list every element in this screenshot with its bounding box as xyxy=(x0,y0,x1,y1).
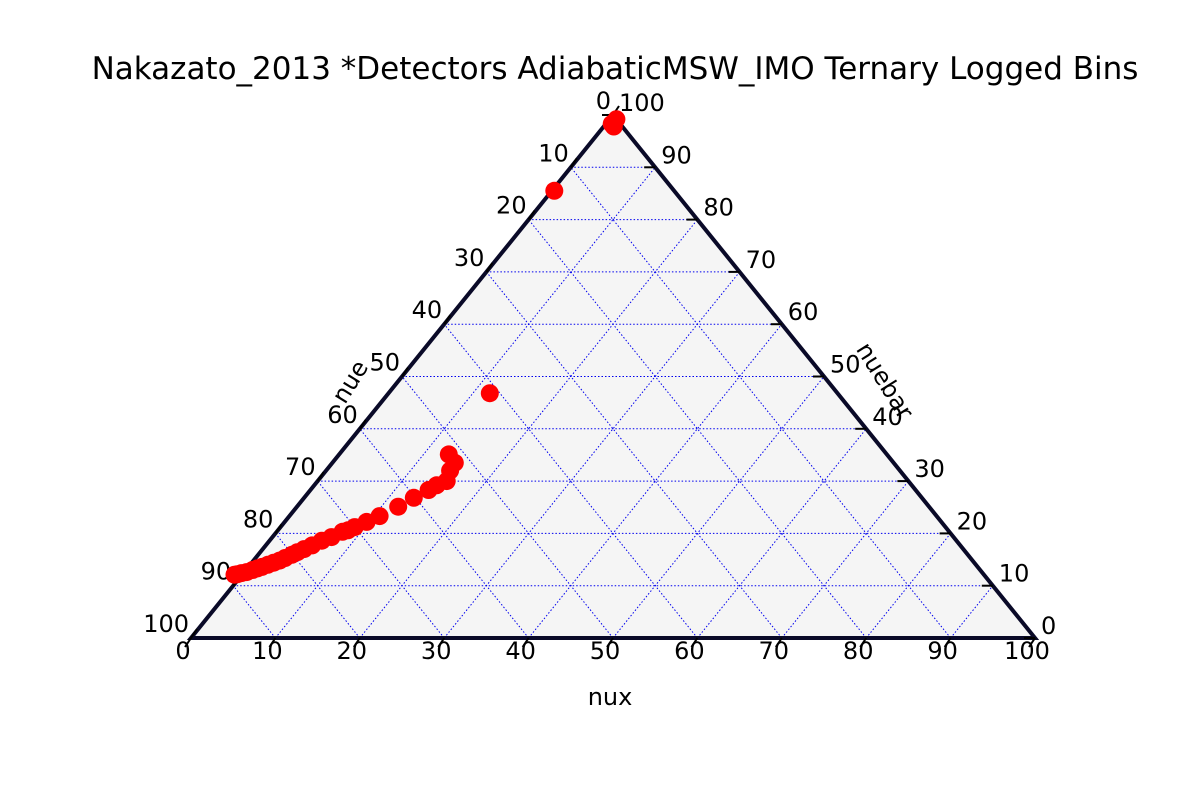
left-tick xyxy=(485,262,494,273)
grid-line xyxy=(275,166,656,639)
left-tick xyxy=(527,210,536,221)
grid-line xyxy=(486,271,783,639)
bottom-tick xyxy=(774,637,783,648)
left-tick-label: 30 xyxy=(454,244,485,272)
right-tick-label: 30 xyxy=(914,455,945,483)
data-point xyxy=(225,565,244,584)
grid-line xyxy=(317,480,445,639)
grid-line xyxy=(443,271,740,639)
bottom-tick xyxy=(606,637,614,648)
right-tick-label: 0 xyxy=(1041,612,1056,640)
right-tick-label: 50 xyxy=(830,351,861,379)
bottom-tick xyxy=(521,637,530,648)
bottom-tick-label: 10 xyxy=(252,637,283,665)
bottom-tick-label: 90 xyxy=(927,637,958,665)
right-tick-label: 70 xyxy=(746,246,777,274)
bottom-tick-label: 100 xyxy=(1004,637,1050,665)
left-tick-label: 50 xyxy=(369,349,400,377)
grid-line xyxy=(443,323,698,639)
data-point xyxy=(404,488,423,507)
data-point xyxy=(545,181,564,200)
left-tick-label: 40 xyxy=(412,296,443,324)
data-points xyxy=(225,110,626,584)
data-point xyxy=(604,117,623,136)
grid-line xyxy=(528,219,867,639)
bottom-tick xyxy=(437,637,446,648)
right-tick-label: 20 xyxy=(957,507,988,535)
left-tick xyxy=(401,366,409,378)
bottom-axis-label: nux xyxy=(588,683,633,711)
left-tick-label: 60 xyxy=(327,401,358,429)
bottom-tick-label: 20 xyxy=(337,637,368,665)
left-tick-label: 10 xyxy=(538,139,569,167)
bottom-tick xyxy=(690,637,699,648)
left-tick xyxy=(358,419,367,430)
bottom-tick xyxy=(184,637,192,648)
data-point xyxy=(480,384,499,403)
chart-title: Nakazato_2013 *Detectors AdiabaticMSW_IM… xyxy=(92,51,1139,87)
bottom-tick-label: 60 xyxy=(674,637,705,665)
left-tick-label: 20 xyxy=(496,192,527,220)
right-tick-label: 40 xyxy=(872,403,903,431)
bottom-tick xyxy=(943,637,952,648)
left-tick-label: 0 xyxy=(596,87,611,115)
grid-line xyxy=(950,585,994,639)
bottom-tick-label: 40 xyxy=(505,637,536,665)
right-tick-label: 90 xyxy=(661,141,692,169)
right-tick-label: 80 xyxy=(703,194,734,222)
grid-line xyxy=(359,428,529,639)
right-tick-label: 60 xyxy=(788,298,819,326)
bottom-tick xyxy=(1028,637,1036,648)
left-tick xyxy=(190,628,198,639)
grid-lines xyxy=(232,166,994,639)
bottom-tick-label: 0 xyxy=(175,637,190,665)
left-tick xyxy=(316,471,325,482)
tick-marks: 0 10 20 30 40 50 60 70 80 90 100010203040506070809… xyxy=(143,87,1056,665)
grid-line xyxy=(570,166,951,639)
grid-line xyxy=(232,585,276,639)
left-tick-label: 100 xyxy=(143,610,189,638)
bottom-tick-label: 30 xyxy=(421,637,452,665)
left-tick xyxy=(274,523,283,534)
data-point xyxy=(389,497,408,516)
bottom-tick xyxy=(859,637,868,648)
data-point xyxy=(419,481,438,499)
grid-line xyxy=(612,376,825,639)
grid-line xyxy=(781,480,909,639)
right-tick-label: 100 xyxy=(619,89,665,117)
bottom-tick xyxy=(268,637,277,648)
right-tick-label: 10 xyxy=(999,560,1030,588)
grid-line xyxy=(359,219,698,639)
bottom-tick-label: 50 xyxy=(590,637,621,665)
bottom-tick-label: 80 xyxy=(843,637,874,665)
left-tick-label: 80 xyxy=(243,505,274,533)
left-tick xyxy=(443,314,452,325)
bottom-tick-label: 70 xyxy=(759,637,790,665)
grid-line xyxy=(401,376,614,639)
left-tick-label: 70 xyxy=(285,453,316,481)
bottom-tick xyxy=(352,637,361,648)
left-tick xyxy=(569,157,578,168)
